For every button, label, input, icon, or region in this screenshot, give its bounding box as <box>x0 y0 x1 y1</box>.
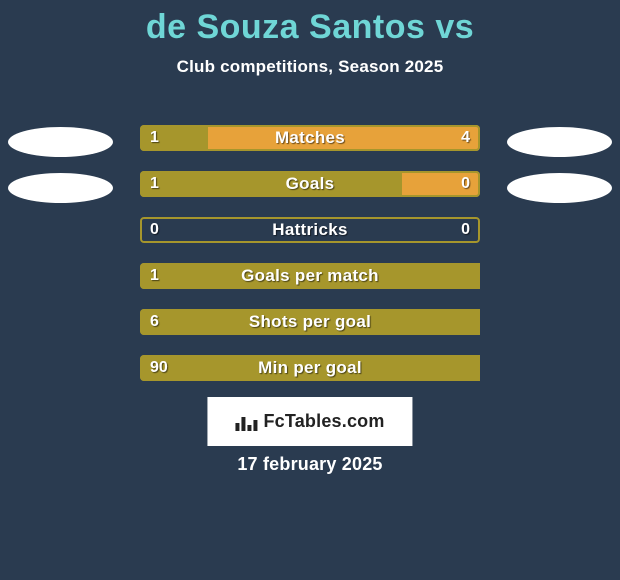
player-right-badge <box>507 127 612 157</box>
stat-bar: 10Goals <box>140 171 480 197</box>
stat-label: Shots per goal <box>140 309 480 335</box>
stat-label: Goals <box>140 171 480 197</box>
brand-badge: FcTables.com <box>207 397 412 446</box>
stat-row: 90Min per goal <box>0 352 620 398</box>
page-title: de Souza Santos vs <box>0 0 620 47</box>
generated-date: 17 february 2025 <box>0 454 620 475</box>
stat-bar: 6Shots per goal <box>140 309 480 335</box>
stat-row: 1Goals per match <box>0 260 620 306</box>
stat-row: 10Goals <box>0 168 620 214</box>
stat-bar: 90Min per goal <box>140 355 480 381</box>
player-left-badge <box>8 127 113 157</box>
stat-row: 6Shots per goal <box>0 306 620 352</box>
stat-bar: 00Hattricks <box>140 217 480 243</box>
page-subtitle: Club competitions, Season 2025 <box>0 57 620 77</box>
stat-label: Matches <box>140 125 480 151</box>
stat-bars-container: 14Matches 10Goals 00Hattricks 1Goals per ma… <box>0 122 620 398</box>
stat-bar: 1Goals per match <box>140 263 480 289</box>
stat-row: 14Matches <box>0 122 620 168</box>
bar-chart-icon <box>235 413 257 431</box>
brand-text: FcTables.com <box>263 411 384 432</box>
stat-row: 00Hattricks <box>0 214 620 260</box>
player-right-badge <box>507 173 612 203</box>
player-left-badge <box>8 173 113 203</box>
stat-label: Hattricks <box>140 217 480 243</box>
comparison-infographic: de Souza Santos vs Club competitions, Se… <box>0 0 620 580</box>
stat-bar: 14Matches <box>140 125 480 151</box>
stat-label: Goals per match <box>140 263 480 289</box>
stat-label: Min per goal <box>140 355 480 381</box>
